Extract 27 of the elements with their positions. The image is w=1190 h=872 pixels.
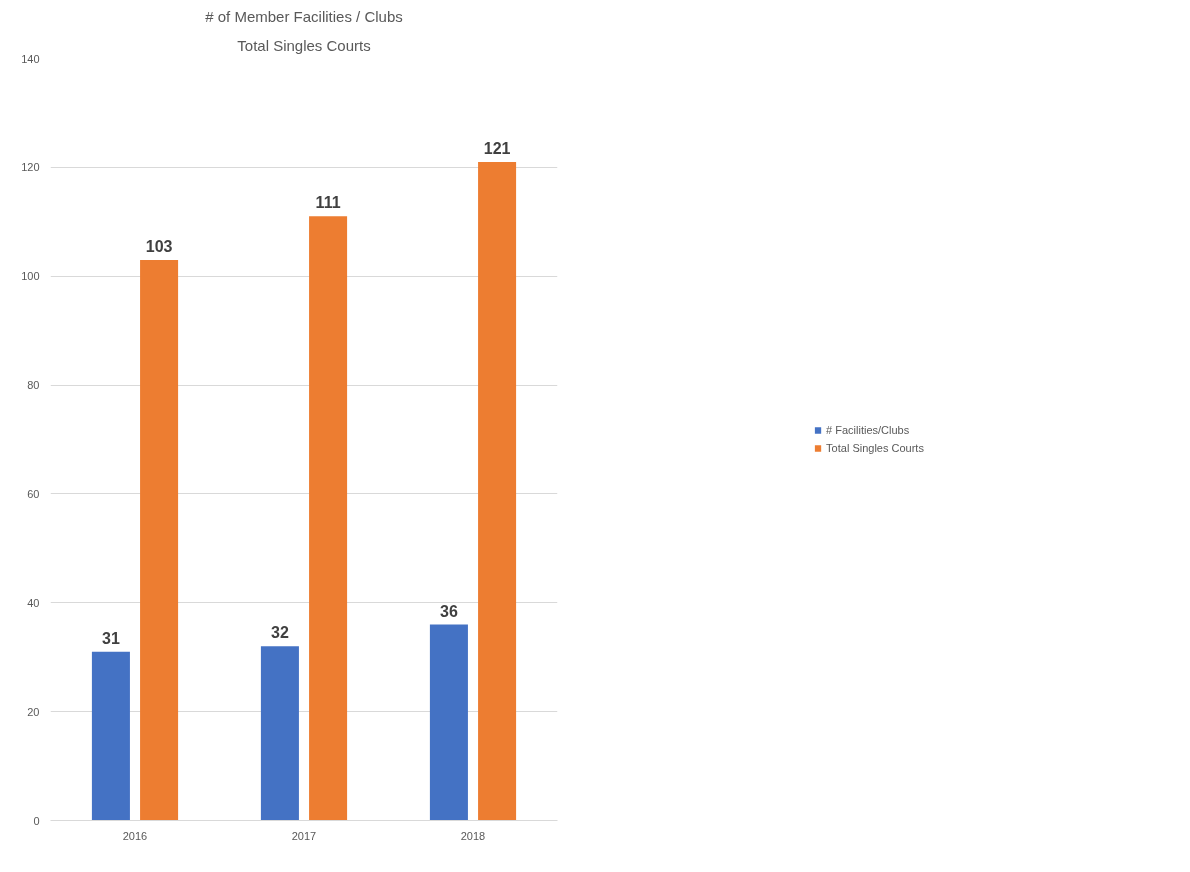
data-label: 31 [102, 629, 120, 647]
y-tick-label: 120 [21, 161, 40, 174]
bar [91, 651, 130, 821]
bar [309, 216, 348, 821]
y-tick-label: 100 [21, 270, 40, 283]
legend-label: # Facilities/Clubs [826, 424, 910, 436]
bar [429, 624, 468, 821]
data-label: 36 [440, 602, 458, 620]
y-tick-label: 40 [27, 596, 40, 609]
data-label: 121 [483, 139, 511, 157]
chart-title: # of Member Facilities / Clubs [205, 7, 403, 25]
legend-label: Total Singles Courts [826, 442, 924, 454]
x-tick-label: 2016 [122, 829, 148, 842]
y-tick-label: 80 [27, 379, 40, 392]
bar [478, 161, 517, 821]
y-tick-label: 60 [27, 487, 40, 500]
chart-subtitle: Total Singles Courts [237, 36, 371, 54]
y-tick-label: 20 [27, 705, 40, 718]
x-tick-label: 2017 [291, 829, 317, 842]
data-label: 111 [315, 194, 341, 212]
bar [140, 259, 179, 821]
bar [260, 646, 299, 821]
y-tick-label: 140 [21, 52, 40, 65]
x-tick-label: 2018 [460, 829, 486, 842]
data-label: 32 [271, 624, 289, 642]
y-tick-label: 0 [33, 814, 40, 827]
data-label: 103 [145, 237, 173, 255]
